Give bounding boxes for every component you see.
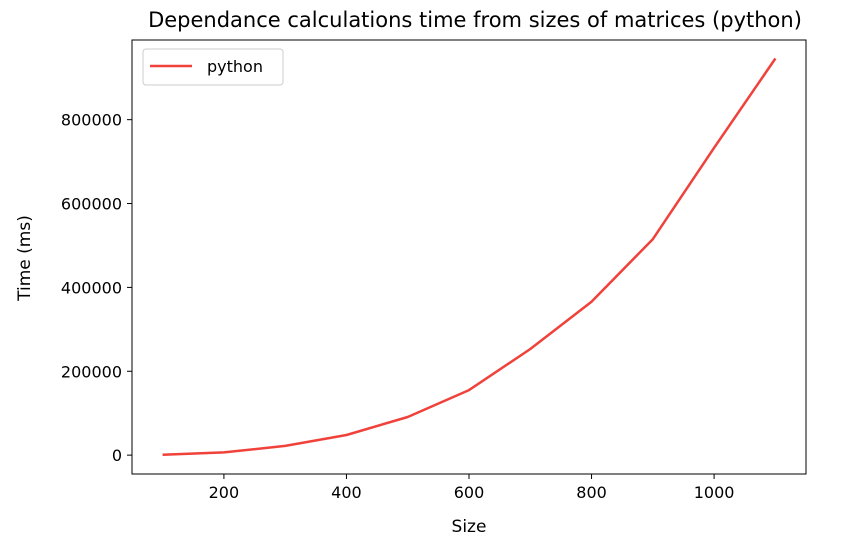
x-tick-label: 800: [576, 483, 607, 502]
y-axis-label: Time (ms): [15, 215, 35, 302]
series-line-python: [162, 57, 777, 456]
legend-label-python: python: [207, 57, 263, 76]
legend: python: [142, 48, 284, 86]
y-axis: 0 200000 400000 600000 800000: [61, 111, 132, 465]
x-tick-label: 400: [331, 483, 362, 502]
y-tick-label: 0: [112, 446, 122, 465]
x-tick-label: 200: [209, 483, 240, 502]
y-tick-label: 800000: [61, 111, 122, 130]
x-tick-label: 600: [454, 483, 485, 502]
plot-area: [131, 39, 807, 475]
x-axis: 200 400 600 800 1000: [209, 474, 735, 502]
y-tick-label: 600000: [61, 195, 122, 214]
series-layer: [162, 57, 777, 456]
x-axis-label: Size: [452, 517, 487, 537]
legend-box: [142, 48, 284, 86]
y-tick-label: 400000: [61, 278, 122, 297]
chart-title: Dependance calculations time from sizes …: [148, 8, 802, 32]
x-tick-label: 1000: [694, 483, 735, 502]
y-tick-label: 200000: [61, 362, 122, 381]
